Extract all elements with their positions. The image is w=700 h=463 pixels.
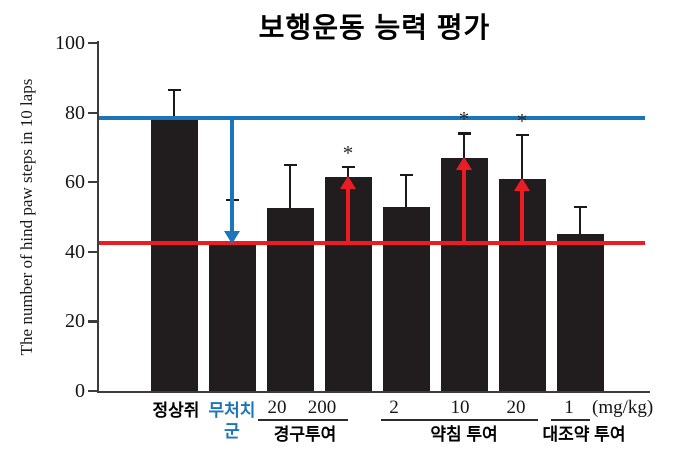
bar-label-1: 정상쥐 — [141, 400, 211, 421]
y-tick-label: 100 — [55, 32, 85, 54]
error-bar-shaft — [521, 135, 523, 179]
bar-label-line: 군 — [224, 422, 240, 441]
bar-label-line: 10 — [450, 397, 470, 418]
bar-2 — [208, 243, 256, 391]
bar-label-8: 1 — [534, 398, 604, 418]
bar-5 — [382, 206, 430, 391]
y-axis-line — [97, 41, 100, 393]
arrow-up-shaft — [345, 187, 351, 246]
normal-level-line — [99, 115, 645, 120]
error-bar-shaft — [347, 166, 349, 177]
y-tick-label: 80 — [65, 101, 85, 124]
error-bar-cap — [573, 205, 587, 208]
error-bar-cap — [515, 134, 529, 137]
error-bar-shaft — [463, 133, 465, 158]
bar-label-line: 20 — [506, 397, 526, 418]
significance-asterisk: * — [342, 140, 354, 165]
bar-3 — [266, 208, 314, 391]
y-tick — [88, 320, 97, 323]
arrow-down-shaft — [229, 119, 235, 233]
error-bar-shaft — [405, 175, 407, 207]
y-tick — [88, 250, 97, 253]
group-underline — [258, 419, 348, 422]
bar-8 — [556, 234, 604, 391]
bar-label-line: 2 — [389, 397, 399, 418]
bar-label-5: 2 — [359, 398, 429, 418]
x-axis-line — [97, 391, 650, 394]
error-bar-cap — [167, 88, 181, 92]
error-bar-cap — [457, 132, 471, 135]
bar-1 — [150, 119, 198, 391]
bar-label-7: 20 — [481, 398, 551, 418]
y-tick — [88, 181, 97, 184]
error-bar-shaft — [579, 206, 581, 235]
group-label: 경구투여 — [273, 425, 337, 444]
bar-label-line: 20 — [267, 397, 287, 418]
y-tick — [88, 390, 97, 393]
bar-label-line: 1 — [564, 397, 574, 418]
significance-asterisk: * — [458, 107, 470, 132]
significance-asterisk: * — [516, 109, 528, 134]
untreated-level-line — [99, 241, 645, 246]
group-underline — [381, 419, 538, 422]
bar-label-line: 정상쥐 — [152, 401, 200, 420]
bar-label-line: 무처치 — [208, 401, 256, 420]
y-tick-label: 0 — [75, 380, 85, 402]
group-underline — [551, 419, 590, 422]
bar-label-3: 20 — [242, 398, 312, 418]
y-tick-label: 40 — [65, 240, 85, 263]
chart-title: 보행운동 능력 평가 — [258, 12, 491, 43]
y-tick-label: 20 — [65, 310, 85, 333]
arrow-down-head — [223, 231, 240, 245]
bar-label-6: 10 — [425, 398, 495, 418]
group-label: 약침 투여 — [430, 425, 498, 444]
arrow-up-head — [455, 156, 472, 170]
arrow-up-head — [339, 175, 356, 189]
arrow-up-shaft — [519, 189, 525, 246]
bar-label-line: 200 — [307, 397, 337, 418]
arrow-up-head — [513, 177, 530, 191]
group-label: 대조약 투여 — [542, 425, 626, 444]
unit-label: (mg/kg) — [592, 397, 654, 418]
error-bar-cap — [399, 174, 413, 177]
error-bar-cap — [341, 165, 355, 168]
error-bar-shaft — [173, 89, 175, 120]
y-tick — [88, 111, 97, 114]
error-bar-shaft — [289, 164, 291, 209]
error-bar-cap — [283, 163, 297, 166]
y-tick-label: 60 — [65, 171, 85, 194]
y-tick — [88, 42, 97, 45]
bar-label-4: 200 — [287, 398, 357, 418]
arrow-up-shaft — [461, 168, 467, 246]
